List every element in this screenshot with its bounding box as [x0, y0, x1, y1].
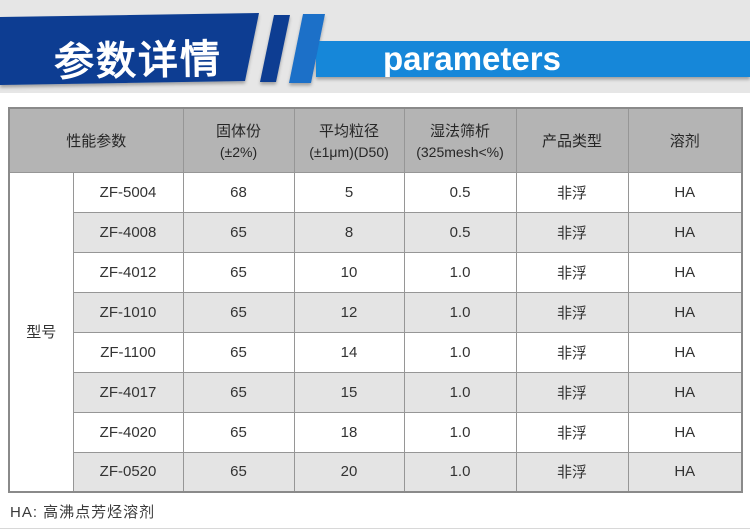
page-title-cn: 参数详情 — [53, 37, 223, 85]
header-performance: 性能参数 — [8, 107, 184, 173]
cell-solid: 65 — [182, 331, 295, 373]
cell-model: ZF-4017 — [72, 371, 184, 413]
table-row: ZF-4017 65 15 1.0 非浮 HA — [9, 371, 743, 413]
cell-solid: 65 — [182, 411, 295, 453]
table-row: ZF-0520 65 20 1.0 非浮 HA — [9, 451, 743, 493]
table-row: ZF-4020 65 18 1.0 非浮 HA — [9, 411, 743, 453]
cell-particle: 12 — [293, 291, 405, 333]
banner-ribbon — [0, 13, 259, 85]
cell-sieve: 1.0 — [403, 331, 517, 373]
cell-sieve: 0.5 — [403, 171, 517, 213]
cell-solid: 65 — [182, 211, 295, 253]
header-product-type: 产品类型 — [515, 107, 629, 173]
cell-solvent: HA — [627, 451, 743, 493]
table-row: ZF-4012 65 10 1.0 非浮 HA — [9, 251, 743, 293]
banner-graphics — [0, 13, 750, 85]
cell-type: 非浮 — [515, 371, 629, 413]
cell-model: ZF-1100 — [72, 331, 184, 373]
table-row: 型号 ZF-5004 68 5 0.5 非浮 HA — [8, 171, 743, 493]
accent-stripe-light — [289, 14, 325, 83]
cell-particle: 18 — [293, 411, 405, 453]
cell-solid: 65 — [182, 291, 295, 333]
cell-sieve: 1.0 — [403, 371, 517, 413]
cell-type: 非浮 — [515, 171, 629, 213]
cell-type: 非浮 — [515, 451, 629, 493]
cell-solvent: HA — [627, 411, 743, 453]
cell-solid: 68 — [182, 171, 295, 213]
cell-type: 非浮 — [515, 331, 629, 373]
cell-sieve: 1.0 — [403, 451, 517, 493]
table-row: ZF-4008 65 8 0.5 非浮 HA — [9, 211, 743, 253]
cell-model: ZF-4012 — [72, 251, 184, 293]
cell-solid: 65 — [182, 451, 295, 493]
table-header-row: 性能参数 固体份 (±2%) 平均粒径 (±1μm)(D50) 湿法筛析 (32… — [8, 107, 743, 173]
accent-stripe-dark — [260, 15, 290, 82]
cell-model: ZF-1010 — [72, 291, 184, 333]
page-title-en: parameters — [383, 40, 561, 77]
cell-model: ZF-4008 — [72, 211, 184, 253]
table-row: ZF-1010 65 12 1.0 非浮 HA — [9, 291, 743, 333]
bottom-divider — [0, 528, 750, 529]
cell-model: ZF-5004 — [72, 171, 184, 213]
cell-solvent: HA — [627, 211, 743, 253]
cell-particle: 20 — [293, 451, 405, 493]
cell-sieve: 1.0 — [403, 411, 517, 453]
cell-type: 非浮 — [515, 291, 629, 333]
cell-model: ZF-4020 — [72, 411, 184, 453]
cell-solvent: HA — [627, 171, 743, 213]
header-solvent: 溶剂 — [627, 107, 743, 173]
cell-type: 非浮 — [515, 211, 629, 253]
cell-solid: 65 — [182, 251, 295, 293]
cell-sieve: 1.0 — [403, 291, 517, 333]
header-solid-content: 固体份 (±2%) — [182, 107, 295, 173]
cell-solvent: HA — [627, 251, 743, 293]
row-group-label: 型号 — [8, 171, 74, 493]
solvent-note: HA: 高沸点芳烃溶剂 — [10, 504, 156, 521]
header-particle-size: 平均粒径 (±1μm)(D50) — [293, 107, 405, 173]
cell-particle: 15 — [293, 371, 405, 413]
cell-type: 非浮 — [515, 251, 629, 293]
cell-solvent: HA — [627, 331, 743, 373]
cell-sieve: 1.0 — [403, 251, 517, 293]
parameters-table: 性能参数 固体份 (±2%) 平均粒径 (±1μm)(D50) 湿法筛析 (32… — [8, 107, 744, 493]
cell-solvent: HA — [627, 291, 743, 333]
cell-type: 非浮 — [515, 411, 629, 453]
cell-solid: 65 — [182, 371, 295, 413]
cell-particle: 10 — [293, 251, 405, 293]
table-row: ZF-1100 65 14 1.0 非浮 HA — [9, 331, 743, 373]
header-wet-sieve: 湿法筛析 (325mesh<%) — [403, 107, 517, 173]
banner-section: 参数详情 parameters — [0, 0, 750, 93]
parameters-bar — [316, 41, 750, 77]
cell-model: ZF-0520 — [72, 451, 184, 493]
cell-solvent: HA — [627, 371, 743, 413]
cell-particle: 8 — [293, 211, 405, 253]
cell-sieve: 0.5 — [403, 211, 517, 253]
cell-particle: 5 — [293, 171, 405, 213]
cell-particle: 14 — [293, 331, 405, 373]
